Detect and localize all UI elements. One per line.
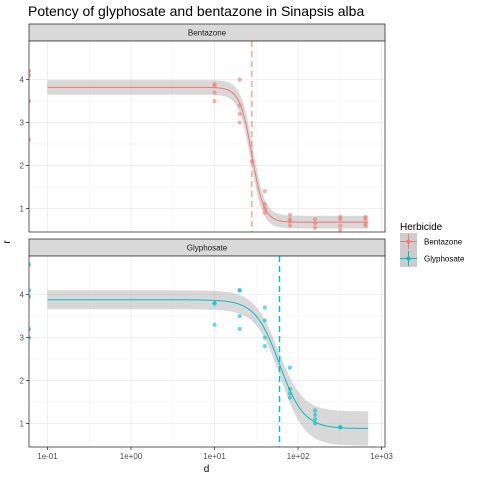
- y-tick-label: 2: [20, 376, 25, 385]
- y-axis: 1 2 3 4: [20, 291, 29, 428]
- data-point: [237, 111, 242, 117]
- data-point: [312, 421, 318, 426]
- facet-panels: Bentazone 1 2 3 4 Glyphosate 1 2 3 4: [20, 23, 386, 448]
- panel-glyphosate: Glyphosate 1 2 3 4: [20, 238, 386, 448]
- data-point: [29, 262, 32, 267]
- data-points: [29, 262, 343, 430]
- data-point: [29, 294, 32, 299]
- chart-title: Potency of glyphosate and bentazone in S…: [28, 3, 364, 19]
- data-point: [237, 326, 242, 332]
- legend: Herbicide Bentazone Glyphosate: [400, 222, 465, 267]
- plot-background: [29, 41, 385, 232]
- data-point: [212, 301, 217, 306]
- data-point: [262, 305, 267, 310]
- data-point: [287, 395, 293, 400]
- data-point: [312, 412, 318, 417]
- facet-strip-label: Glyphosate: [187, 244, 228, 253]
- panel-border: [28, 255, 386, 448]
- data-point: [338, 223, 343, 228]
- y-tick-label: 1: [20, 419, 25, 428]
- confidence-band: [47, 290, 369, 446]
- legend-key-point: [406, 256, 411, 261]
- data-points: [29, 68, 368, 232]
- plot-area: [29, 41, 385, 232]
- panel-bentazone: Bentazone 1 2 3 4: [20, 23, 386, 233]
- data-point: [338, 227, 343, 232]
- data-point: [212, 98, 217, 104]
- data-point: [312, 217, 318, 222]
- data-point: [212, 83, 217, 89]
- x-tick-label: 1e+03: [370, 452, 393, 461]
- legend-key-glyphosate: [400, 250, 417, 267]
- plot-background: [29, 256, 385, 447]
- data-point: [262, 318, 267, 323]
- x-tick-label: 1e-01: [37, 452, 58, 461]
- gridlines: [29, 41, 385, 232]
- data-point: [29, 288, 32, 293]
- data-point: [312, 225, 318, 230]
- x-tick-label: 1e+02: [287, 452, 310, 461]
- data-point: [237, 77, 242, 82]
- y-tick-label: 4: [20, 291, 25, 300]
- data-point: [262, 189, 267, 194]
- data-point: [287, 212, 293, 217]
- data-point: [29, 335, 32, 340]
- data-point: [237, 103, 242, 108]
- data-point: [338, 217, 343, 222]
- data-point: [287, 386, 293, 392]
- data-point: [312, 221, 318, 226]
- data-point: [312, 408, 318, 413]
- data-point: [312, 417, 318, 422]
- data-point: [212, 322, 217, 327]
- data-point: [287, 223, 293, 228]
- data-point: [262, 206, 267, 211]
- legend-key-bentazone: [400, 233, 417, 250]
- data-point: [262, 202, 267, 207]
- y-tick-label: 3: [20, 119, 25, 128]
- y-axis-title: r: [2, 240, 13, 244]
- data-point: [29, 137, 32, 142]
- data-point: [29, 68, 32, 74]
- data-point: [212, 90, 217, 95]
- data-point: [287, 219, 293, 224]
- data-point: [363, 223, 368, 228]
- legend-key-point: [406, 239, 411, 244]
- data-point: [363, 217, 368, 222]
- data-point: [262, 344, 267, 349]
- x-tick-label: 1e+00: [120, 452, 143, 461]
- legend-label: Glyphosate: [424, 255, 465, 264]
- data-point: [287, 365, 293, 370]
- data-point: [237, 288, 242, 293]
- data-point: [262, 210, 267, 215]
- y-axis: 1 2 3 4: [20, 76, 29, 213]
- y-tick-label: 2: [20, 161, 25, 170]
- x-axis: 1e-01 1e+00 1e+01 1e+02 1e+03: [37, 447, 393, 461]
- y-tick-label: 1: [20, 204, 25, 213]
- y-tick-label: 3: [20, 334, 25, 343]
- data-point: [262, 335, 267, 340]
- data-point: [29, 73, 32, 78]
- data-point: [29, 98, 32, 104]
- facet-strip-label: Bentazone: [188, 29, 227, 38]
- x-tick-label: 1e+01: [203, 452, 226, 461]
- data-point: [237, 313, 242, 319]
- data-point: [29, 326, 32, 332]
- gridlines: [29, 256, 385, 447]
- legend-label: Bentazone: [424, 238, 463, 247]
- panel-border: [28, 40, 386, 233]
- data-point: [287, 391, 293, 396]
- y-tick-label: 4: [20, 76, 25, 85]
- legend-title: Herbicide: [400, 222, 443, 233]
- data-point: [237, 120, 242, 125]
- data-point: [338, 425, 343, 430]
- plot-area: [29, 256, 385, 447]
- x-axis-title: d: [204, 464, 210, 475]
